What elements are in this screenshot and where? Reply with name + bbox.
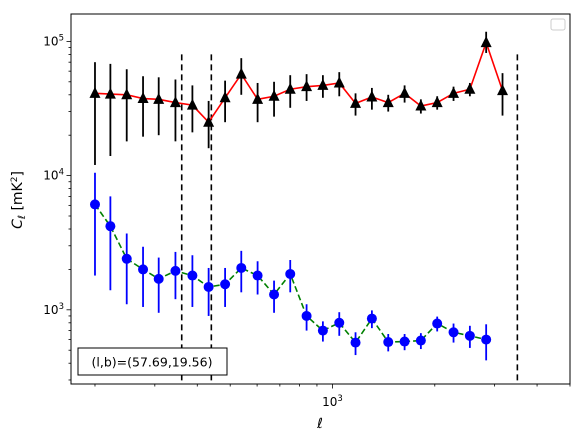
circle-marker	[285, 268, 296, 279]
circle-marker	[301, 310, 312, 321]
vertical-dashed-lines	[180, 54, 519, 384]
circle-marker	[121, 253, 132, 264]
triangle-marker	[235, 67, 247, 79]
triangle-marker	[121, 88, 133, 100]
circle-marker	[138, 264, 149, 275]
circle-marker	[153, 273, 164, 284]
circle-marker	[481, 334, 492, 345]
circle-marker	[448, 327, 459, 338]
triangle-marker	[317, 78, 329, 90]
circle-marker	[383, 337, 394, 348]
y-label-unit: [mK	[10, 181, 26, 210]
triangle-marker	[169, 96, 181, 108]
triangle-marker	[382, 96, 394, 108]
y-label-symbol: C	[10, 219, 26, 229]
triangle-marker	[252, 92, 264, 104]
triangle-marker	[431, 96, 443, 108]
data-markers	[89, 36, 509, 348]
circle-marker	[252, 270, 263, 281]
annotation-text: (l,b)=(57.69,19.56)	[92, 355, 213, 370]
circle-marker	[89, 199, 100, 210]
series-line-1	[94, 40, 504, 124]
plot-frame	[70, 13, 571, 385]
circle-marker	[334, 317, 345, 328]
circle-marker	[170, 265, 181, 276]
y-label-unit-sup: 2	[10, 177, 20, 183]
plot-area	[89, 31, 519, 384]
y-tick-label: 105	[43, 33, 64, 48]
circle-marker	[236, 262, 247, 273]
x-axis-label: ℓ	[316, 416, 323, 432]
error-bars	[94, 31, 504, 361]
triangle-marker	[448, 86, 460, 98]
circle-marker	[220, 279, 231, 290]
circle-marker	[415, 335, 426, 346]
triangle-marker	[399, 86, 411, 98]
circle-marker	[399, 336, 410, 347]
y-tick-label: 104	[43, 168, 64, 183]
triangle-marker	[366, 90, 378, 102]
legend-box	[550, 18, 566, 31]
triangle-marker	[480, 36, 492, 48]
triangle-marker	[268, 89, 280, 101]
circle-marker	[366, 313, 377, 324]
triangle-marker	[497, 84, 509, 96]
x-tick-label: 103	[322, 394, 343, 409]
circle-marker	[317, 325, 328, 336]
triangle-marker	[350, 96, 362, 108]
triangle-marker	[104, 87, 116, 99]
triangle-marker	[415, 99, 427, 111]
circle-marker	[203, 281, 214, 292]
circle-marker	[269, 289, 280, 300]
y-label-unit-close: ]	[10, 171, 26, 176]
y-label-subscript: ℓ	[17, 215, 28, 219]
axis-ticks: 103 103 104 105	[43, 33, 571, 409]
triangle-marker	[333, 76, 345, 88]
triangle-marker	[153, 92, 165, 104]
circle-marker	[105, 221, 116, 232]
triangle-marker	[186, 98, 198, 110]
triangle-marker	[301, 80, 313, 92]
circle-marker	[432, 318, 443, 329]
triangle-marker	[137, 92, 149, 104]
circle-marker	[187, 270, 198, 281]
triangle-marker	[219, 91, 231, 103]
circle-marker	[464, 330, 475, 341]
series-lines	[94, 40, 504, 344]
triangle-marker	[203, 115, 215, 127]
triangle-marker	[284, 82, 296, 94]
circle-marker	[350, 337, 361, 348]
y-axis-label: Cℓ [mK2]	[10, 171, 28, 229]
annotation-box: (l,b)=(57.69,19.56)	[77, 347, 228, 376]
triangle-marker	[89, 86, 101, 98]
y-tick-label: 103	[43, 302, 64, 317]
triangle-marker	[464, 82, 476, 94]
